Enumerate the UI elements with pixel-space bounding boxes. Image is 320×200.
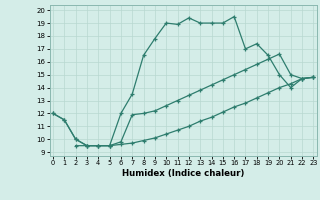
X-axis label: Humidex (Indice chaleur): Humidex (Indice chaleur) (122, 169, 244, 178)
